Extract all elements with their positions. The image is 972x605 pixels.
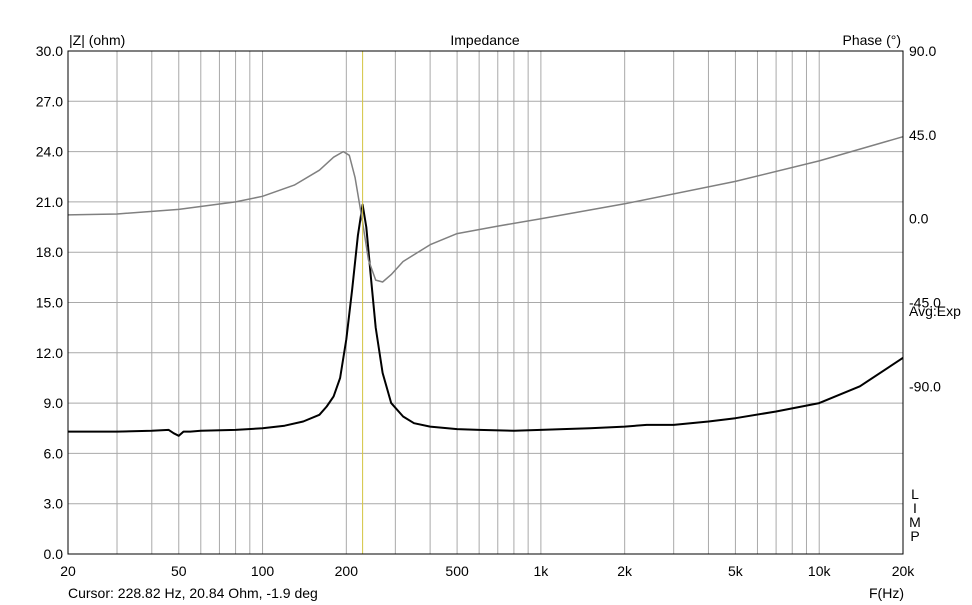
tick-labels: 0.0 3.0 6.0 9.0 12.0 15.0 18.0 21.0 24.0 27.0 30.0… [36,43,941,579]
y-tick-label: 27.0 [36,93,63,109]
chart-title: Impedance [450,32,519,48]
y2-tick-label: 90.0 [909,43,936,59]
y-tick-label: 9.0 [44,395,64,411]
y2-tick-label: -90.0 [909,378,941,394]
x-tick-label: 5k [728,563,744,579]
x-tick-label: 20k [892,563,916,579]
x-axis-label: F(Hz) [869,585,904,601]
x-tick-label: 500 [445,563,469,579]
limp-letter: P [910,528,919,544]
y-tick-label: 0.0 [44,546,64,562]
grid-lines [67,50,904,555]
y2-axis-label: Phase (°) [842,32,901,48]
x-tick-label: 1k [533,563,549,579]
avg-label: Avg:Exp [909,303,961,319]
y-tick-label: 21.0 [36,194,63,210]
y2-tick-label: 0.0 [909,211,929,227]
y-tick-label: 12.0 [36,345,63,361]
y-tick-label: 18.0 [36,244,63,260]
y-tick-label: 24.0 [36,144,63,160]
impedance-curve [68,203,904,437]
y2-tick-label: 45.0 [909,127,936,143]
phase-curve [67,135,904,283]
cursor-readout: Cursor: 228.82 Hz, 20.84 Ohm, -1.9 deg [68,585,318,601]
limp-letter: L [911,486,919,502]
y2-tick-label: -45.0 [909,295,941,311]
plot-frame [67,50,904,555]
curves [67,51,904,554]
y-tick-label: 30.0 [36,43,63,59]
limp-letter: I [913,500,917,516]
y-tick-label: 15.0 [36,295,63,311]
limp-letter: M [909,514,921,530]
x-tick-label: 20 [60,563,76,579]
y-axis-label: |Z| (ohm) [69,32,125,48]
x-tick-label: 200 [335,563,359,579]
y-tick-label: 3.0 [44,496,64,512]
x-tick-label: 100 [251,563,275,579]
y-tick-label: 6.0 [44,445,64,461]
x-tick-label: 2k [617,563,633,579]
x-tick-label: 50 [171,563,187,579]
x-tick-label: 10k [808,563,832,579]
